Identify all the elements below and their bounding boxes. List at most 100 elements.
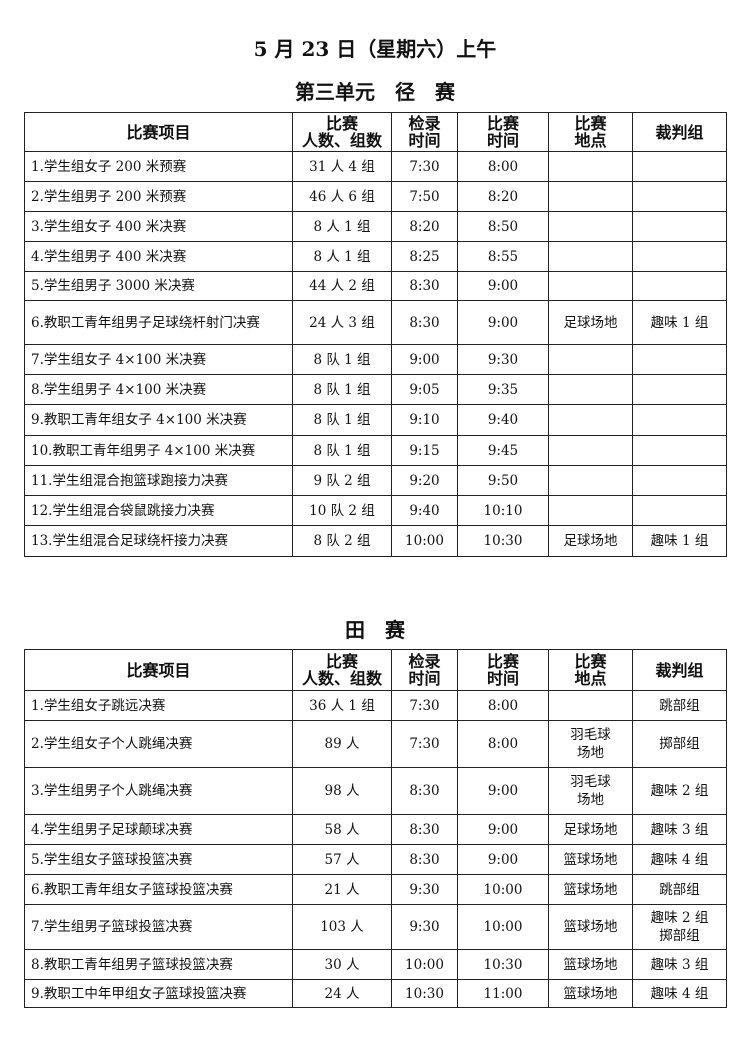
cell-checkin-time: 10:30 (391, 979, 458, 1008)
header-event: 比赛项目 (24, 649, 293, 691)
cell-participants: 103 人 (292, 904, 392, 950)
table-row: 5.学生组女子篮球投篮决赛 57 人 8:30 9:00 篮球场地 趣味 4 组 (24, 844, 727, 875)
cell-event: 9.教职工中年甲组女子篮球投篮决赛 (24, 979, 293, 1008)
header-row: 比赛项目 比赛 人数、组数 检录 时间 比赛 时间 比赛 地点 裁判组 (24, 112, 727, 152)
cell-participants: 9 队 2 组 (292, 465, 392, 496)
cell-participants: 89 人 (292, 720, 392, 768)
table-row: 2.学生组男子 200 米预赛 46 人 6 组 7:50 8:20 (24, 181, 727, 212)
cell-checkin-time: 7:30 (391, 151, 458, 182)
cell-start-time: 10:30 (457, 525, 549, 557)
cell-venue: 篮球场地 (548, 844, 633, 875)
field-section-title: 田 赛 (345, 618, 405, 642)
table-row: 8.学生组男子 4×100 米决赛 8 队 1 组 9:05 9:35 (24, 374, 727, 405)
cell-start-time: 9:00 (457, 767, 549, 815)
table-row: 13.学生组混合足球绕杆接力决赛 8 队 2 组 10:00 10:30 足球场地 趣味 … (24, 525, 727, 557)
cell-event: 2.学生组男子 200 米预赛 (24, 181, 293, 212)
cell-venue: 篮球场地 (548, 979, 633, 1008)
cell-event: 8.学生组男子 4×100 米决赛 (24, 374, 293, 405)
cell-venue (548, 151, 633, 182)
cell-venue (548, 211, 633, 242)
cell-participants: 36 人 1 组 (292, 690, 392, 721)
cell-participants: 30 人 (292, 949, 392, 980)
cell-checkin-time: 9:30 (391, 874, 458, 905)
table-row: 6.教职工青年组女子篮球投篮决赛 21 人 9:30 10:00 篮球场地 跳部组 (24, 874, 727, 905)
cell-participants: 21 人 (292, 874, 392, 905)
cell-participants: 8 人 1 组 (292, 241, 392, 272)
cell-event: 1.学生组女子 200 米预赛 (24, 151, 293, 182)
cell-referee-group: 趣味 1 组 (632, 525, 727, 557)
cell-venue (548, 495, 633, 526)
cell-referee-group (632, 151, 727, 182)
cell-start-time: 10:10 (457, 495, 549, 526)
cell-venue: 足球场地 (548, 300, 633, 345)
cell-checkin-time: 10:00 (391, 525, 458, 557)
cell-venue (548, 241, 633, 272)
cell-start-time: 8:55 (457, 241, 549, 272)
cell-referee-group (632, 181, 727, 212)
cell-start-time: 9:00 (457, 814, 549, 845)
table-row: 9.教职工青年组女子 4×100 米决赛 8 队 1 组 9:10 9:40 (24, 404, 727, 436)
cell-checkin-time: 9:40 (391, 495, 458, 526)
cell-venue: 羽毛球 场地 (548, 767, 633, 815)
cell-referee-group: 趣味 1 组 (632, 300, 727, 345)
cell-start-time: 9:35 (457, 374, 549, 405)
table-row: 12.学生组混合袋鼠跳接力决赛 10 队 2 组 9:40 10:10 (24, 495, 727, 526)
cell-event: 6.教职工青年组男子足球绕杆射门决赛 (24, 300, 293, 345)
table-row: 7.学生组男子篮球投篮决赛 103 人 9:30 10:00 篮球场地 趣味 2 组 掷部… (24, 904, 727, 950)
cell-event: 11.学生组混合抱篮球跑接力决赛 (24, 465, 293, 496)
cell-checkin-time: 8:30 (391, 767, 458, 815)
track-schedule-table: 比赛项目 比赛 人数、组数 检录 时间 比赛 时间 比赛 地点 裁判组 1.学生组女子 20… (24, 112, 727, 557)
cell-start-time: 9:00 (457, 271, 549, 301)
cell-participants: 8 人 1 组 (292, 211, 392, 242)
table-row: 1.学生组女子 200 米预赛 31 人 4 组 7:30 8:00 (24, 151, 727, 182)
cell-venue (548, 344, 633, 375)
cell-event: 12.学生组混合袋鼠跳接力决赛 (24, 495, 293, 526)
header-referee-group: 裁判组 (632, 112, 727, 152)
cell-participants: 8 队 2 组 (292, 525, 392, 557)
cell-referee-group (632, 271, 727, 301)
cell-start-time: 8:20 (457, 181, 549, 212)
cell-checkin-time: 9:05 (391, 374, 458, 405)
cell-participants: 8 队 1 组 (292, 374, 392, 405)
cell-event: 1.学生组女子跳远决赛 (24, 690, 293, 721)
table-row: 10.教职工青年组男子 4×100 米决赛 8 队 1 组 9:15 9:45 (24, 435, 727, 466)
table-row: 4.学生组男子 400 米决赛 8 人 1 组 8:25 8:55 (24, 241, 727, 272)
cell-venue: 足球场地 (548, 525, 633, 557)
cell-start-time: 9:40 (457, 404, 549, 436)
cell-participants: 24 人 (292, 979, 392, 1008)
cell-referee-group: 掷部组 (632, 720, 727, 768)
cell-referee-group: 跳部组 (632, 690, 727, 721)
cell-referee-group: 趣味 3 组 (632, 949, 727, 980)
cell-checkin-time: 10:00 (391, 949, 458, 980)
table-row: 4.学生组男子足球颠球决赛 58 人 8:30 9:00 足球场地 趣味 3 组 (24, 814, 727, 845)
cell-participants: 10 队 2 组 (292, 495, 392, 526)
cell-checkin-time: 8:30 (391, 814, 458, 845)
cell-participants: 44 人 2 组 (292, 271, 392, 301)
table-row: 1.学生组女子跳远决赛 36 人 1 组 7:30 8:00 跳部组 (24, 690, 727, 721)
track-section-title: 第三单元 径 赛 (295, 80, 455, 104)
cell-start-time: 9:00 (457, 844, 549, 875)
cell-venue (548, 374, 633, 405)
cell-participants: 8 队 1 组 (292, 435, 392, 466)
header-checkin-time: 检录 时间 (391, 112, 458, 152)
cell-referee-group (632, 374, 727, 405)
header-referee-group: 裁判组 (632, 649, 727, 691)
cell-referee-group (632, 344, 727, 375)
cell-checkin-time: 9:00 (391, 344, 458, 375)
cell-start-time: 9:45 (457, 435, 549, 466)
header-venue: 比赛 地点 (548, 649, 633, 691)
cell-event: 4.学生组男子足球颠球决赛 (24, 814, 293, 845)
cell-venue: 篮球场地 (548, 949, 633, 980)
header-checkin-time: 检录 时间 (391, 649, 458, 691)
cell-start-time: 10:00 (457, 874, 549, 905)
cell-venue: 羽毛球 场地 (548, 720, 633, 768)
cell-referee-group (632, 495, 727, 526)
cell-start-time: 9:50 (457, 465, 549, 496)
cell-referee-group (632, 211, 727, 242)
cell-participants: 58 人 (292, 814, 392, 845)
cell-venue (548, 181, 633, 212)
cell-start-time: 10:30 (457, 949, 549, 980)
cell-referee-group: 跳部组 (632, 874, 727, 905)
date-title: 5 月 23 日（星期六）上午 (253, 37, 497, 61)
cell-participants: 98 人 (292, 767, 392, 815)
